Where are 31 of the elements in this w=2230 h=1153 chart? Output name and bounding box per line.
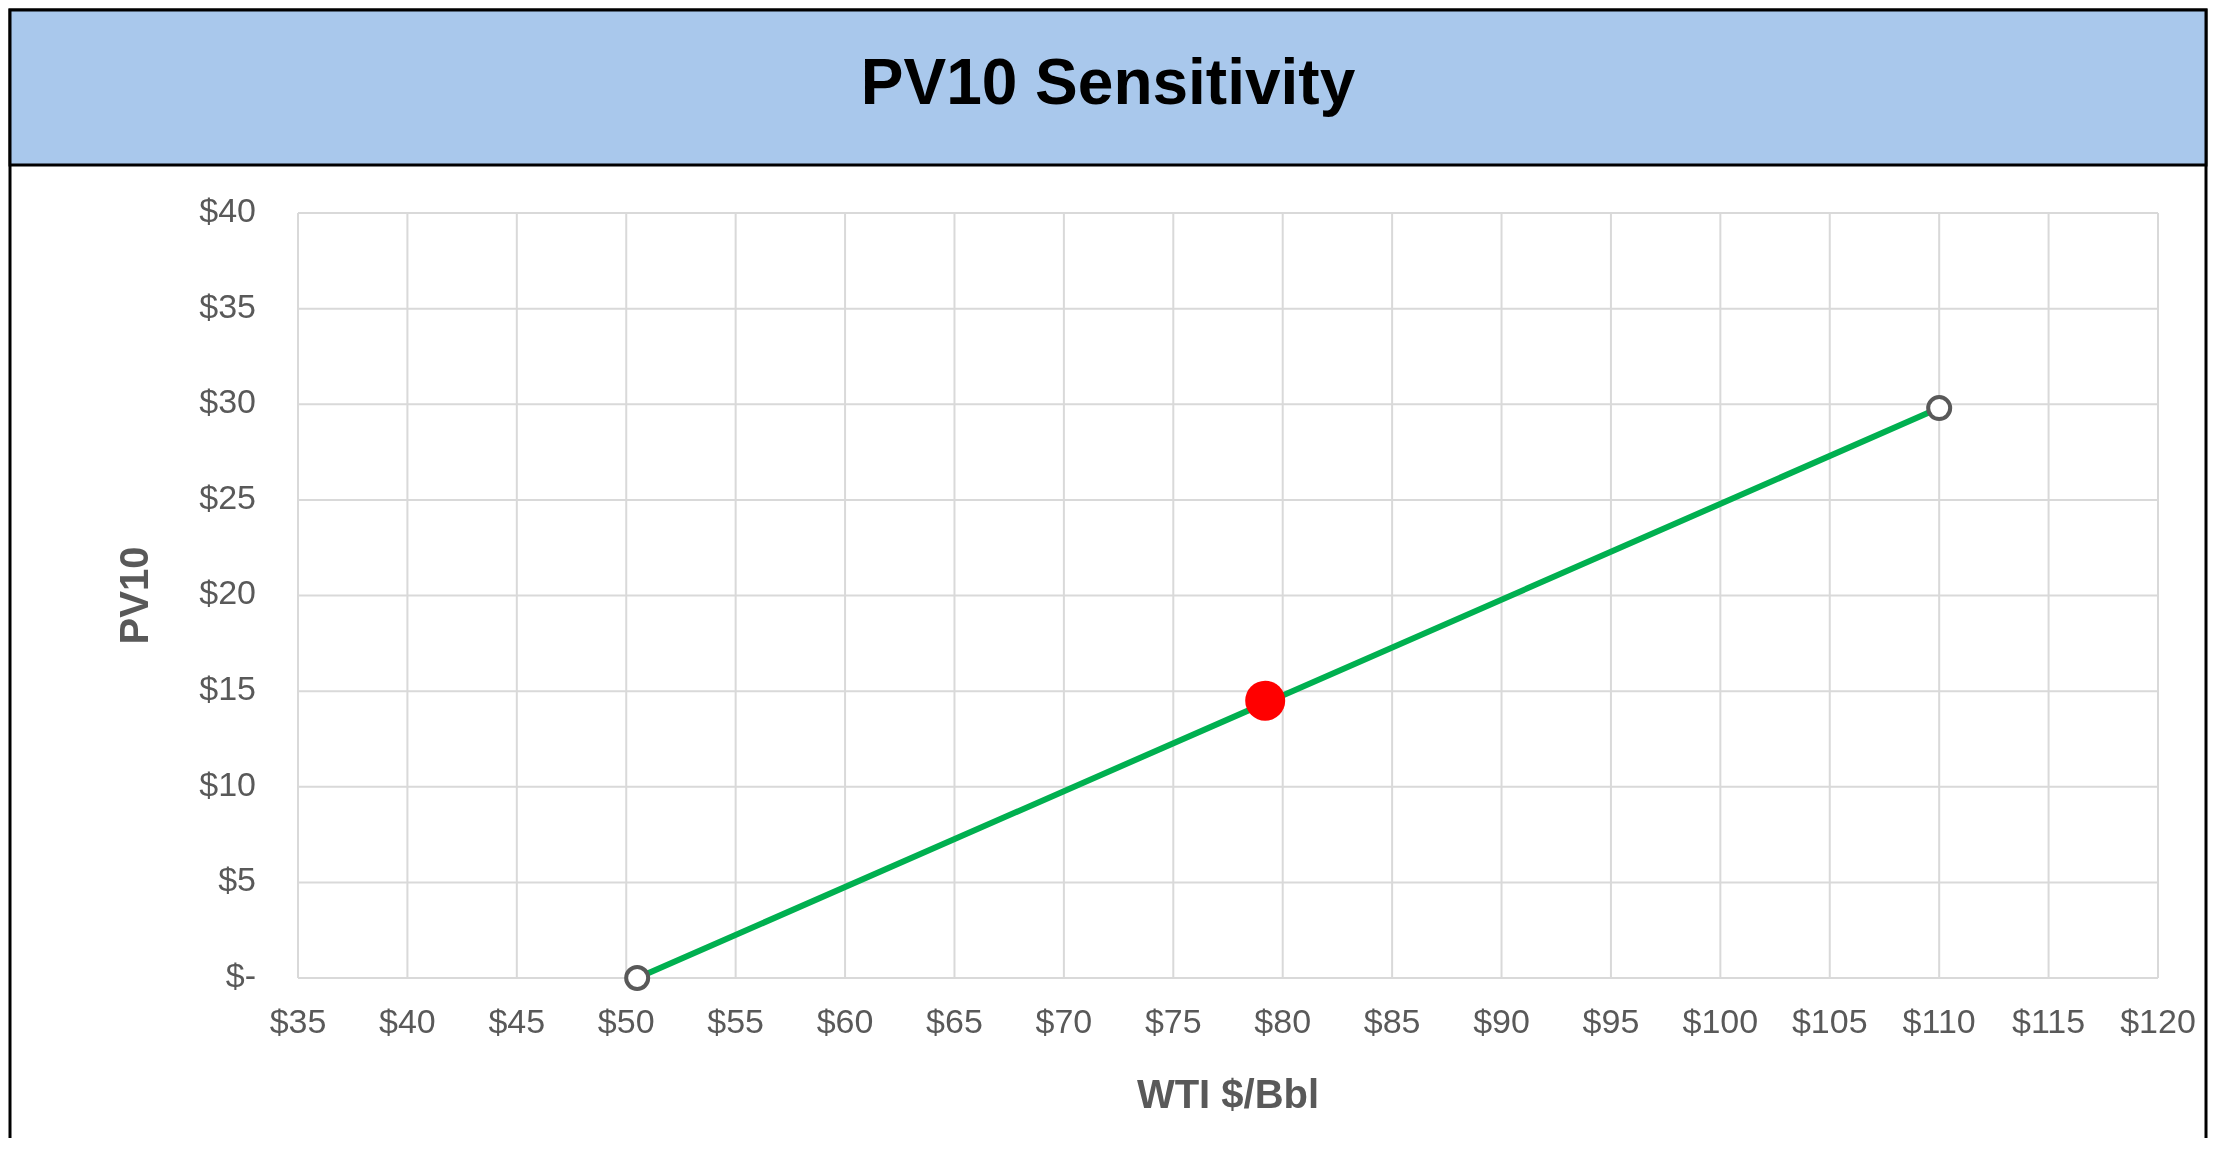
x-tick-label: $105 [1791, 1002, 1868, 1040]
x-tick-label: $80 [1254, 1002, 1312, 1040]
y-tick-label: $10 [199, 764, 256, 803]
point [1245, 680, 1286, 721]
x-tick-label: $40 [379, 1002, 436, 1040]
x-tick-label: $55 [707, 1002, 765, 1040]
y-tick-label: $40 [199, 190, 256, 229]
x-tick-label: $100 [1682, 1002, 1759, 1040]
x-tick-label: $60 [816, 1002, 874, 1040]
y-axis-title: PV10 [112, 546, 156, 645]
y-tick-label: $20 [199, 573, 256, 612]
x-tick-label: $65 [926, 1002, 983, 1040]
x-axis-title: WTI $/Bbl [1136, 1072, 1320, 1116]
x-tick-label: $115 [2012, 1002, 2086, 1040]
chart-title: PV10 Sensitivity [860, 46, 1356, 119]
x-tick-label: $50 [597, 1002, 655, 1040]
y-tick-label: $35 [199, 286, 256, 325]
x-tick-label: $85 [1363, 1002, 1421, 1040]
y-tick-label: $- [225, 955, 256, 994]
x-tick-label: $90 [1473, 1002, 1530, 1040]
x-tick-label: $70 [1035, 1002, 1093, 1040]
y-tick-label: $5 [218, 860, 256, 899]
y-tick-label: $25 [199, 477, 256, 516]
y-tick-label: $30 [199, 382, 256, 421]
x-tick-label: $110 [1902, 1002, 1976, 1040]
x-tick-label: $95 [1582, 1002, 1640, 1040]
x-tick-label: $45 [488, 1002, 546, 1040]
y-tick-label: $15 [199, 669, 256, 708]
x-tick-label: $120 [2120, 1002, 2196, 1040]
x-tick-label: $35 [269, 1002, 327, 1040]
x-tick-label: $75 [1144, 1002, 1202, 1040]
